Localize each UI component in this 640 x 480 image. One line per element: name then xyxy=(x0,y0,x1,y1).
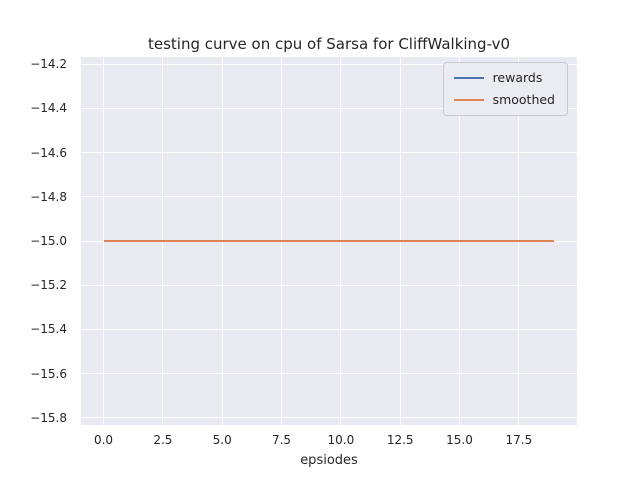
y-gridline xyxy=(81,373,577,375)
series-layer xyxy=(81,57,577,425)
legend-entry: smoothed xyxy=(453,92,555,107)
x-tick-label: 17.5 xyxy=(505,433,533,447)
x-axis-label: epsiodes xyxy=(300,453,358,468)
x-tick-label: 5.0 xyxy=(212,433,232,447)
series-line-smoothed xyxy=(103,239,555,243)
x-tick-label: 15.0 xyxy=(446,433,473,447)
y-tick-label: −15.2 xyxy=(30,278,67,293)
legend: rewards smoothed xyxy=(442,62,568,116)
y-gridline xyxy=(81,417,577,419)
chart-title: testing curve on cpu of Sarsa for CliffW… xyxy=(147,35,511,53)
y-axis-tick-labels: −14.2 −14.4 −14.6 −14.8 −15.0 −15.2 −15.4 −15.6… xyxy=(0,57,74,425)
y-gridline xyxy=(81,152,577,154)
x-tick-label: 0.0 xyxy=(93,433,114,447)
y-tick-label: −14.2 xyxy=(30,57,67,72)
y-tick-label: −14.6 xyxy=(30,145,67,160)
y-tick-label: −15.8 xyxy=(30,410,67,425)
y-tick-label: −15.6 xyxy=(30,366,67,381)
x-tick-label: 7.5 xyxy=(271,433,292,447)
legend-entry-label: smoothed xyxy=(492,92,555,107)
y-gridline xyxy=(81,284,577,286)
y-gridline xyxy=(81,63,577,65)
y-tick-label: −14.8 xyxy=(30,189,67,204)
x-tick-label: 10.0 xyxy=(327,433,355,447)
legend-line-sample xyxy=(453,76,484,80)
x-axis-tick-labels: 0.0 2.5 5.0 7.5 10.0 12.5 15.0 17.5 xyxy=(81,433,577,449)
y-tick-label: −14.4 xyxy=(30,101,67,116)
y-gridline xyxy=(81,107,577,109)
x-tick-label: 12.5 xyxy=(386,433,414,447)
legend-entry-label: rewards xyxy=(492,70,543,85)
plot-area: rewards smoothed xyxy=(81,57,577,425)
y-tick-label: −15.4 xyxy=(30,322,67,337)
legend-line-sample xyxy=(453,98,484,102)
x-tick-label: 2.5 xyxy=(153,433,173,447)
y-gridline xyxy=(81,328,577,330)
y-gridline xyxy=(81,196,577,198)
legend-entry: rewards xyxy=(453,70,555,85)
y-tick-label: −15.0 xyxy=(30,234,67,248)
